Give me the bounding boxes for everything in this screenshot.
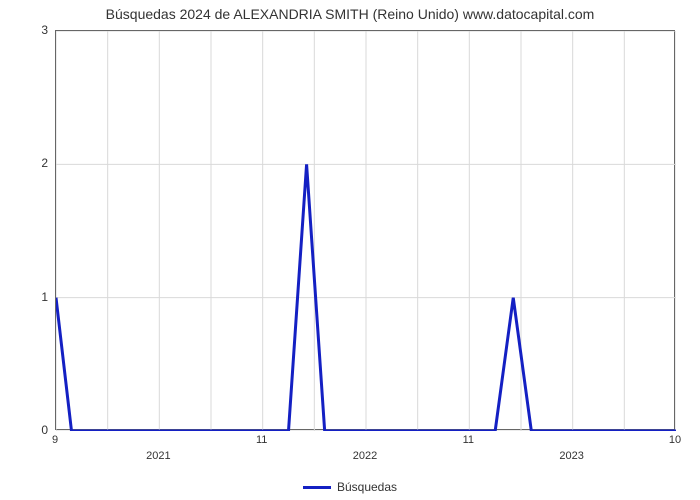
y-tick-label: 0 — [41, 423, 48, 437]
y-tick-label: 3 — [41, 23, 48, 37]
chart-title: Búsquedas 2024 de ALEXANDRIA SMITH (Rein… — [0, 6, 700, 22]
x-tick-month-label: 11 — [463, 434, 474, 446]
x-tick-year-label: 2023 — [559, 450, 583, 462]
x-tick-month-label: 11 — [256, 434, 267, 446]
plot-area — [55, 30, 675, 430]
y-tick-label: 1 — [41, 290, 48, 304]
x-tick-month-label: 10 — [669, 434, 681, 446]
x-tick-month-label: 9 — [52, 434, 58, 446]
y-tick-label: 2 — [41, 156, 48, 170]
legend-swatch — [303, 486, 331, 489]
chart-svg — [56, 31, 676, 431]
x-tick-year-label: 2021 — [146, 450, 170, 462]
x-tick-year-label: 2022 — [353, 450, 377, 462]
legend: Búsquedas — [0, 480, 700, 494]
legend-label: Búsquedas — [337, 480, 397, 494]
